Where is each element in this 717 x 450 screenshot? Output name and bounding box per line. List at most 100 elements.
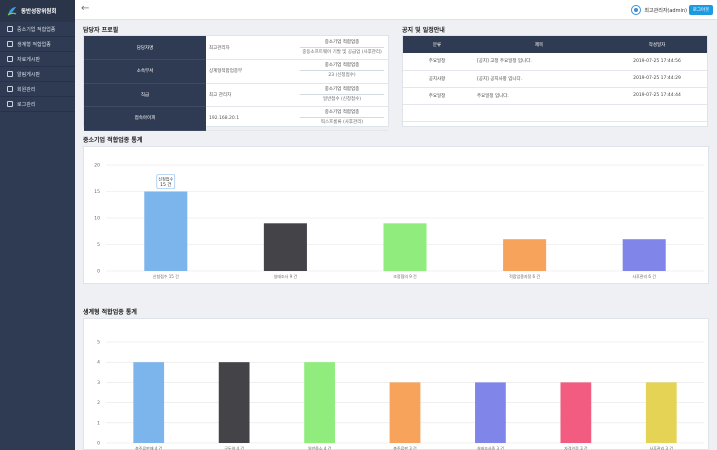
tag-line: 중소기업 적합업종 bbox=[300, 85, 384, 95]
chart1-card: 0 5 10 15 20 신청접수 15 건 실태조사 9 건 조정협의 9 건 적합업종지정 … bbox=[83, 146, 709, 284]
back-arrow-icon[interactable]: ← bbox=[81, 3, 90, 14]
tooltip-label: 신청접수 bbox=[158, 176, 173, 182]
x-category-label: 실태조사중 3 건 bbox=[477, 445, 504, 450]
empty-cell bbox=[607, 104, 707, 122]
bar[interactable] bbox=[263, 223, 307, 271]
table-row: 소속부서 상계형적합업종부 중소기업 적합업종 23 (신청접수) bbox=[84, 59, 388, 84]
profile-key: 접속아이피 bbox=[84, 106, 206, 131]
column-header: 작성일자 bbox=[607, 36, 707, 53]
bar[interactable] bbox=[133, 362, 165, 443]
sidebar-item-label: 자료게시판 bbox=[17, 56, 41, 63]
notice-category: 주요일정 bbox=[403, 53, 471, 71]
notice-category: 공지사항 bbox=[403, 70, 471, 88]
profile-tag: 중소기업 적합업종 23 (신청접수) bbox=[296, 59, 388, 84]
table-header-row: 분류 제목 작성일자 bbox=[403, 36, 707, 53]
profile-value: 최고관리자 bbox=[206, 36, 296, 60]
notice-card: 분류 제목 작성일자 주요일정 [공지] 고정 주요일정 입니다. 2019-0… bbox=[402, 35, 708, 127]
bar[interactable] bbox=[383, 223, 427, 271]
y-tick-label: 2 bbox=[97, 400, 100, 406]
x-category-label: 자격인증 3 건 bbox=[564, 445, 588, 450]
tag-line: 일반접수 (신청접수) bbox=[322, 96, 362, 102]
x-category-label: 신청접수 15 건 bbox=[153, 273, 179, 279]
bar[interactable] bbox=[475, 382, 506, 443]
x-category-label: 일반중소 4 건 bbox=[308, 445, 332, 450]
table-row[interactable]: 주요일정 [공지] 고정 주요일정 입니다. 2019-07-25 17:44:… bbox=[403, 53, 707, 71]
chart1-title: 중소기업 적합업종 통계 bbox=[83, 137, 143, 144]
notice-date: 2019-07-25 17:44:56 bbox=[607, 53, 707, 71]
tag-line: 23 (신청접수) bbox=[328, 73, 356, 79]
y-tick-label: 0 bbox=[97, 269, 100, 275]
sidebar-item-label: 중소기업 적합업종 bbox=[17, 26, 56, 33]
sidebar-item-label: 회원관리 bbox=[17, 86, 36, 93]
y-tick-label: 3 bbox=[97, 380, 100, 386]
profile-value: 최고 관리자 bbox=[206, 83, 296, 107]
bar[interactable] bbox=[645, 382, 677, 443]
notice-date: 2019-07-25 17:44:29 bbox=[607, 70, 707, 88]
tag-line: 중소기업 적합업종 bbox=[300, 38, 384, 48]
profile-key: 소속부서 bbox=[84, 59, 206, 84]
table-row[interactable]: 주요일정 주요일정 입니다. 2019-07-25 17:44:44 bbox=[403, 87, 707, 105]
logo[interactable]: 동반성장위원회 bbox=[0, 0, 75, 22]
x-category-label: 사후관리 6 건 bbox=[632, 273, 656, 279]
user-name: 최고관리자(admin) bbox=[644, 7, 687, 14]
bar[interactable] bbox=[503, 239, 547, 271]
bar[interactable] bbox=[304, 362, 335, 443]
sidebar-item-label: 생계형 적합업종 bbox=[17, 41, 51, 48]
bar[interactable] bbox=[622, 239, 666, 271]
sidebar-item-notices[interactable]: 알림게시판 bbox=[0, 67, 75, 82]
table-row: 접속아이피 192.168.20.1 중소기업 적합업종 떡스프롬류 (사후관리) bbox=[84, 106, 388, 131]
profile-tag: 중소기업 적합업종 떡스프롬류 (사후관리) bbox=[296, 106, 388, 131]
user-icon bbox=[7, 86, 13, 92]
tag-line: 중소기업 적합업종 bbox=[300, 108, 384, 119]
sidebar-item-resources[interactable]: 자료게시판 bbox=[0, 52, 75, 67]
sidebar-item-livelihood-industry[interactable]: 생계형 적합업종 bbox=[0, 37, 75, 52]
bell-icon bbox=[7, 71, 13, 77]
user-info[interactable]: 최고관리자(admin) bbox=[631, 5, 687, 15]
table-row[interactable]: 공지사항 [공지] 공지사항 입니다. 2019-07-25 17:44:29 bbox=[403, 70, 707, 88]
tag-line: 떡스프롬류 (사후관리) bbox=[320, 120, 364, 126]
logo-icon bbox=[7, 7, 17, 16]
x-category-label: 조정협의 9 건 bbox=[393, 273, 417, 279]
profile-card: 담당자명 최고관리자 중소기업 적합업종 중동소프트웨어 기발 및 공급업 (사후… bbox=[83, 35, 389, 131]
document-icon bbox=[7, 41, 13, 47]
notice-subject-link[interactable]: [공지] 공지사항 입니다. bbox=[471, 70, 607, 88]
folder-icon bbox=[7, 56, 13, 62]
y-tick-label: 20 bbox=[94, 163, 100, 169]
profile-value: 192.168.20.1 bbox=[206, 106, 296, 131]
sidebar-item-label: 로그관리 bbox=[17, 101, 36, 108]
x-category-label: 구두약 4 건 bbox=[224, 445, 244, 450]
notice-date: 2019-07-25 17:44:44 bbox=[607, 87, 707, 105]
sidebar-item-label: 알림게시판 bbox=[17, 71, 41, 78]
sidebar-item-members[interactable]: 회원관리 bbox=[0, 82, 75, 97]
sidebar-item-logs[interactable]: 로그관리 bbox=[0, 97, 75, 112]
logo-text: 동반성장위원회 bbox=[21, 9, 57, 15]
tooltip-value: 15 건 bbox=[160, 181, 171, 188]
logout-button[interactable]: 로그아웃 bbox=[689, 5, 713, 15]
y-tick-label: 0 bbox=[97, 441, 100, 447]
profile-title: 담당자 프로필 bbox=[83, 27, 119, 34]
sidebar-item-sme-industry[interactable]: 중소기업 적합업종 bbox=[0, 22, 75, 37]
empty-cell bbox=[471, 104, 607, 122]
x-category-label: 총주류판매 4 건 bbox=[135, 445, 162, 450]
log-icon bbox=[7, 101, 13, 107]
notice-subject-link[interactable]: 주요일정 입니다. bbox=[471, 87, 607, 105]
bar[interactable] bbox=[144, 191, 188, 272]
x-category-label: 실태조사 9 건 bbox=[274, 273, 298, 279]
chart2-card: 0 1 2 3 4 5 총주류판매 4 건 구두약 4 건 일반중소 4 건 총주류판 3 건 실태… bbox=[83, 318, 709, 450]
sidebar: 동반성장위원회 중소기업 적합업종 생계형 적합업종 자료게시판 알림게시판 회… bbox=[0, 0, 75, 450]
y-tick-label: 5 bbox=[97, 242, 100, 248]
y-tick-label: 5 bbox=[97, 340, 100, 346]
x-category-label: 사후관리 3 건 bbox=[650, 445, 674, 450]
bar[interactable] bbox=[218, 362, 250, 443]
notice-table: 분류 제목 작성일자 주요일정 [공지] 고정 주요일정 입니다. 2019-0… bbox=[403, 36, 707, 122]
bar[interactable] bbox=[560, 382, 592, 443]
column-header: 제목 bbox=[471, 36, 607, 53]
empty-cell bbox=[403, 104, 471, 122]
bar[interactable] bbox=[389, 382, 421, 443]
table-row: 담당자명 최고관리자 중소기업 적합업종 중동소프트웨어 기발 및 공급업 (사후… bbox=[84, 36, 388, 60]
chart2-svg: 0 1 2 3 4 5 총주류판매 4 건 구두약 4 건 일반중소 4 건 총주류판 3 건 실태… bbox=[97, 340, 704, 450]
profile-key: 직급 bbox=[84, 83, 206, 107]
notice-subject-link[interactable]: [공지] 고정 주요일정 입니다. bbox=[471, 53, 607, 71]
